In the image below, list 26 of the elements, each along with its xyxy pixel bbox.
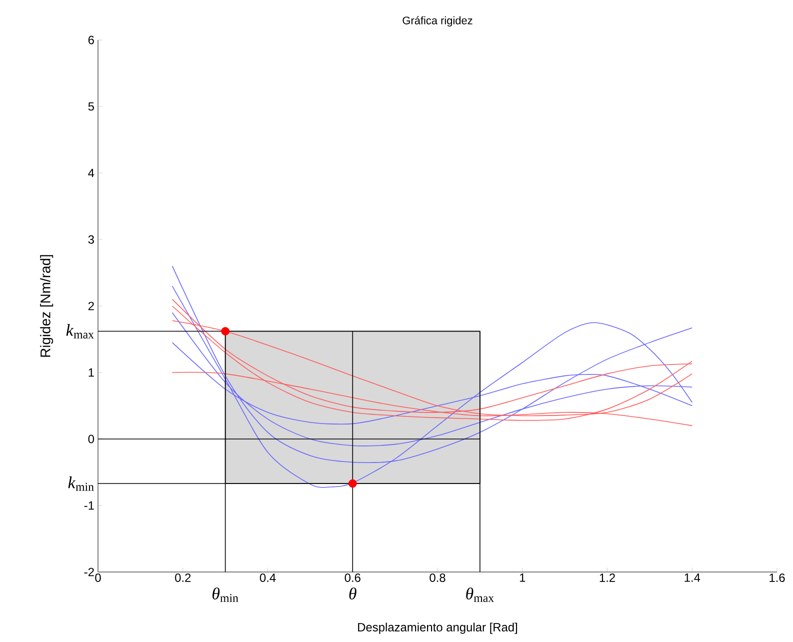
x-tick-label: 1.4 [684,574,700,582]
y-axis-title: Rigidez [Nm/rad] [40,255,54,357]
ref-line-label: k$_{max}$ [66,324,94,338]
ref-line-label: θ [349,587,356,600]
y-tick-label: -2 [84,568,94,576]
x-tick-label: 1.6 [770,574,785,582]
x-tick-label: 0.4 [260,574,276,582]
chart-title: Gráfica rigidez [402,16,472,26]
ref-line-label: k$_{min}$ [68,476,94,491]
x-tick-label: 1.2 [600,574,615,582]
y-tick-label: 4 [88,168,94,178]
x-axis-title: Desplazamiento angular [Rad] [358,622,518,634]
y-tick-label: 1 [88,368,94,377]
y-tick-label: 6 [88,36,94,44]
x-tick-label: 1 [520,574,526,582]
x-tick-label: 0 [95,574,101,582]
y-tick-label: 2 [88,302,94,310]
x-tick-label: 0.6 [344,574,360,582]
x-tick-label: 0.2 [175,574,191,582]
ref-line-label: θ$_{min}$ [212,587,238,602]
y-tick-label: 3 [88,235,94,244]
y-tick-label: -1 [84,501,94,510]
y-tick-label: 0 [88,434,94,444]
y-tick-label: 5 [88,102,94,111]
ref-line-label: θ$_{max}$ [466,587,494,602]
x-tick-label: 0.8 [430,574,446,582]
